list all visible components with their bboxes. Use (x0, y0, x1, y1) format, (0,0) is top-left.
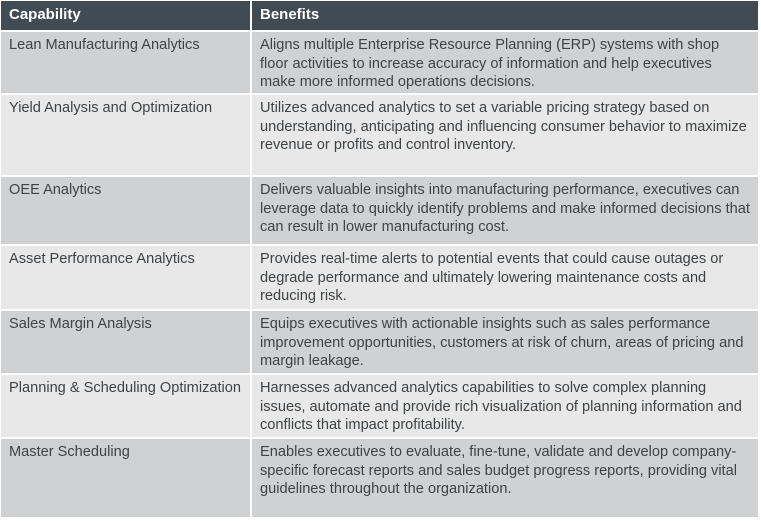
table-row: Asset Performance Analytics Provides rea… (1, 246, 758, 311)
table-row: Lean Manufacturing Analytics Aligns mult… (1, 32, 758, 95)
benefits-cell: Aligns multiple Enterprise Resource Plan… (252, 32, 758, 93)
benefits-cell: Harnesses advanced analytics capabilitie… (252, 375, 758, 437)
benefits-cell: Utilizes advanced analytics to set a var… (252, 95, 758, 175)
table-header-row: Capability Benefits (1, 1, 758, 32)
table-row: Planning & Scheduling Optimization Harne… (1, 375, 758, 439)
table-row: Master Scheduling Enables executives to … (1, 439, 758, 519)
header-benefits: Benefits (252, 1, 758, 30)
benefits-cell: Equips executives with actionable insigh… (252, 311, 758, 373)
capability-cell: Asset Performance Analytics (1, 246, 252, 309)
header-capability: Capability (1, 1, 252, 30)
capability-cell: Lean Manufacturing Analytics (1, 32, 252, 93)
capability-cell: Yield Analysis and Optimization (1, 95, 252, 175)
table-row: Sales Margin Analysis Equips executives … (1, 311, 758, 375)
benefits-cell: Delivers valuable insights into manufact… (252, 177, 758, 244)
capability-cell: Master Scheduling (1, 439, 252, 517)
benefits-cell: Provides real-time alerts to potential e… (252, 246, 758, 309)
capability-cell: OEE Analytics (1, 177, 252, 244)
table-row: OEE Analytics Delivers valuable insights… (1, 177, 758, 246)
capability-cell: Planning & Scheduling Optimization (1, 375, 252, 437)
capability-cell: Sales Margin Analysis (1, 311, 252, 373)
benefits-cell: Enables executives to evaluate, fine-tun… (252, 439, 758, 517)
table-row: Yield Analysis and Optimization Utilizes… (1, 95, 758, 177)
